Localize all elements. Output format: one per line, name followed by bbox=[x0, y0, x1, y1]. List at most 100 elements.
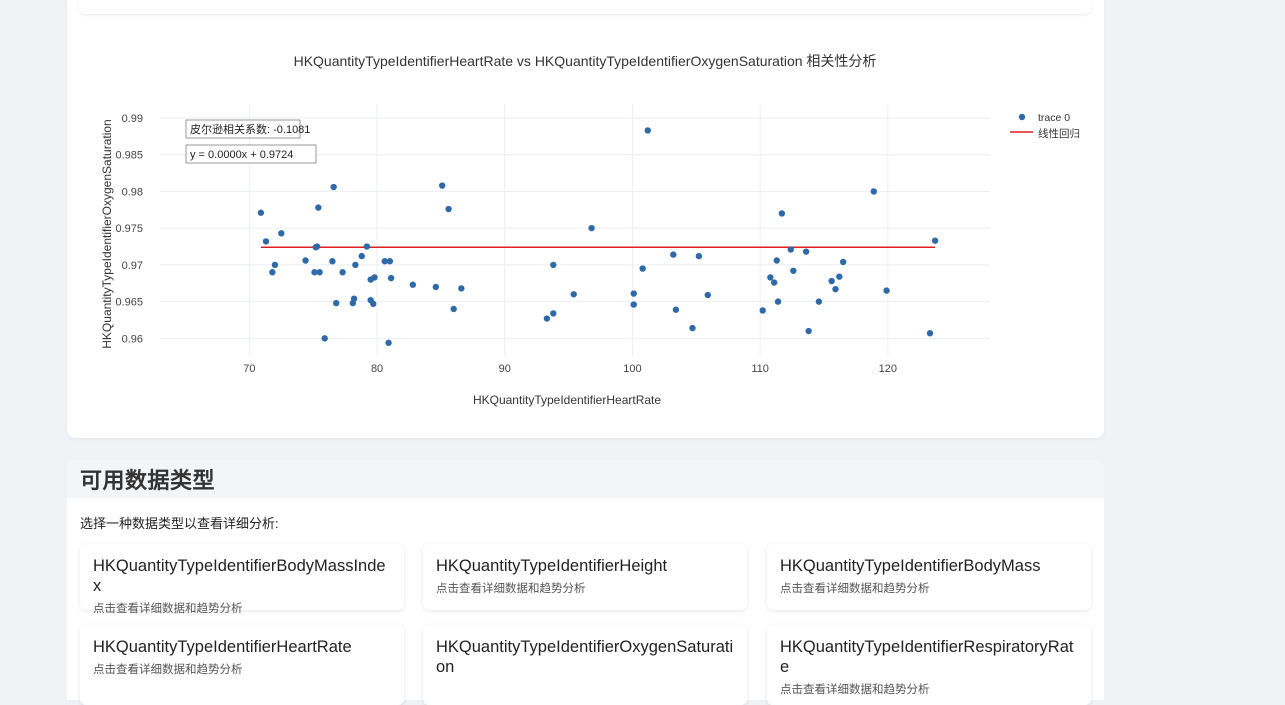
legend-label-regression: 线性回归 bbox=[1038, 127, 1080, 140]
chart-title: HKQuantityTypeIdentifierHeartRate vs HKQ… bbox=[294, 53, 877, 69]
data-point bbox=[313, 243, 321, 250]
y-tick-label: 0.985 bbox=[115, 150, 143, 162]
y-tick-label: 0.99 bbox=[122, 113, 143, 125]
y-tick-label: 0.98 bbox=[122, 186, 143, 198]
annotation-text: y = 0.0000x + 0.9724 bbox=[190, 149, 293, 161]
data-point bbox=[311, 269, 318, 276]
legend-marker-trace bbox=[1018, 113, 1026, 121]
data-type-card-oxygensaturation[interactable]: HKQuantityTypeIdentifierOxygenSaturation bbox=[423, 625, 747, 705]
data-point bbox=[670, 251, 677, 258]
data-point bbox=[550, 261, 557, 269]
data-point bbox=[321, 335, 328, 342]
data-type-hint: 点击查看详细数据和趋势分析 bbox=[93, 664, 243, 676]
x-tick-label: 70 bbox=[243, 363, 255, 375]
data-point bbox=[333, 299, 340, 307]
data-point bbox=[257, 209, 265, 216]
data-point bbox=[773, 257, 780, 264]
data-type-card-heartrate[interactable]: HKQuantityTypeIdentifierHeartRate 点击查看详细… bbox=[80, 625, 404, 705]
data-point bbox=[445, 205, 452, 213]
data-point bbox=[805, 327, 812, 335]
data-point bbox=[644, 127, 651, 134]
data-point bbox=[689, 324, 696, 332]
data-point bbox=[387, 274, 395, 282]
data-point bbox=[352, 261, 359, 269]
data-type-name: HKQuantityTypeIdentifierHeight bbox=[436, 557, 668, 575]
x-tick-label: 120 bbox=[879, 363, 897, 375]
data-point bbox=[386, 258, 394, 265]
data-type-name: HKQuantityTypeIdentifierBodyMass bbox=[780, 557, 1041, 575]
annotation-box bbox=[185, 144, 317, 164]
data-point bbox=[828, 277, 835, 285]
data-point bbox=[302, 257, 309, 264]
y-axis-title: HKQuantityTypeIdentifierOxygenSaturation bbox=[100, 119, 114, 348]
data-point bbox=[778, 210, 786, 217]
data-point bbox=[329, 258, 336, 265]
x-tick-label: 80 bbox=[371, 363, 383, 375]
data-point bbox=[695, 252, 703, 260]
data-point bbox=[315, 204, 322, 211]
section-description: 选择一种数据类型以查看详细分析: bbox=[80, 516, 279, 531]
annotation-text: 皮尔逊相关系数: -0.1081 bbox=[190, 122, 310, 136]
annotation-box bbox=[185, 119, 301, 139]
data-point bbox=[774, 298, 782, 305]
data-point bbox=[409, 281, 417, 288]
data-type-name: HKQuantityTypeIdentifierRespiratoryRate bbox=[780, 638, 1074, 676]
available-data-types-section: 可用数据类型 选择一种数据类型以查看详细分析: HKQuantityTypeId… bbox=[67, 460, 1104, 705]
data-point bbox=[370, 300, 377, 308]
data-point bbox=[802, 248, 810, 255]
data-point bbox=[450, 305, 457, 313]
data-point bbox=[439, 182, 446, 189]
data-point bbox=[543, 315, 551, 322]
data-point bbox=[262, 238, 270, 245]
data-point bbox=[931, 237, 939, 244]
data-type-hint: 点击查看详细数据和趋势分析 bbox=[93, 603, 243, 615]
data-point bbox=[350, 295, 358, 302]
data-point bbox=[363, 243, 371, 250]
data-point bbox=[883, 287, 890, 294]
data-type-card-height[interactable]: HKQuantityTypeIdentifierHeight 点击查看详细数据和… bbox=[423, 544, 747, 610]
data-point bbox=[381, 258, 388, 265]
data-type-hint: 点击查看详细数据和趋势分析 bbox=[780, 684, 930, 696]
data-point bbox=[458, 285, 465, 292]
previous-card bbox=[79, 0, 1091, 14]
data-point bbox=[926, 330, 934, 337]
data-point bbox=[815, 298, 823, 305]
data-type-name: HKQuantityTypeIdentifierBodyMassIndex bbox=[93, 557, 386, 595]
data-point bbox=[316, 269, 323, 276]
data-type-card-respiratoryrate[interactable]: HKQuantityTypeIdentifierRespiratoryRate … bbox=[767, 625, 1091, 705]
data-point bbox=[704, 291, 711, 299]
data-point bbox=[672, 306, 680, 313]
data-point bbox=[269, 269, 276, 276]
data-point bbox=[385, 339, 392, 346]
x-tick-label: 90 bbox=[499, 363, 511, 375]
data-point bbox=[278, 230, 285, 237]
data-point bbox=[358, 252, 365, 260]
data-point bbox=[570, 291, 577, 298]
data-point bbox=[432, 283, 440, 291]
data-point bbox=[759, 307, 766, 314]
legend-label-trace: trace 0 bbox=[1038, 112, 1070, 124]
data-point bbox=[832, 285, 839, 293]
data-point bbox=[550, 310, 557, 317]
y-tick-label: 0.96 bbox=[122, 333, 143, 345]
correlation-scatter-chart: 70 80 90 100 110 120 0.96 0.965 0.97 0.975 0.98 0.9… bbox=[100, 53, 1080, 407]
data-type-card-bodymassindex[interactable]: HKQuantityTypeIdentifierBodyMassIndex 点击… bbox=[80, 544, 404, 615]
data-point bbox=[787, 246, 794, 253]
x-tick-label: 110 bbox=[751, 363, 769, 375]
data-point bbox=[639, 265, 646, 272]
y-tick-label: 0.965 bbox=[115, 297, 143, 309]
section-title: 可用数据类型 bbox=[80, 468, 216, 493]
data-point bbox=[767, 274, 774, 281]
data-point bbox=[790, 267, 797, 274]
data-point bbox=[330, 183, 337, 191]
data-point bbox=[836, 273, 843, 280]
section-header: 可用数据类型 bbox=[67, 460, 1104, 498]
data-type-card-bodymass[interactable]: HKQuantityTypeIdentifierBodyMass 点击查看详细数… bbox=[767, 544, 1091, 610]
data-type-hint: 点击查看详细数据和趋势分析 bbox=[436, 583, 586, 595]
data-point bbox=[771, 279, 778, 286]
y-tick-label: 0.975 bbox=[115, 223, 143, 235]
data-point bbox=[870, 188, 877, 195]
y-tick-label: 0.97 bbox=[122, 260, 143, 272]
data-point bbox=[339, 269, 346, 276]
data-point bbox=[630, 301, 637, 308]
